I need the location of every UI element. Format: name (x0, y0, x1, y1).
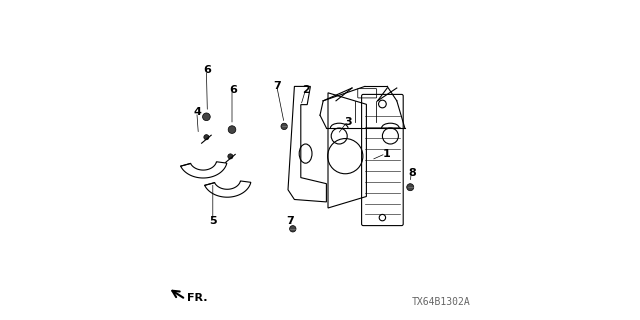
Text: 4: 4 (193, 107, 202, 117)
Circle shape (228, 154, 233, 159)
Circle shape (289, 226, 296, 232)
Text: 2: 2 (302, 84, 310, 95)
Text: 6: 6 (204, 65, 211, 76)
Circle shape (407, 184, 414, 191)
Text: 8: 8 (408, 168, 416, 178)
Text: FR.: FR. (187, 292, 208, 303)
Circle shape (281, 123, 287, 130)
Circle shape (204, 135, 209, 140)
Text: 6: 6 (229, 84, 237, 95)
Text: 7: 7 (287, 216, 294, 226)
Circle shape (228, 126, 236, 133)
Circle shape (202, 113, 210, 121)
Text: TX64B1302A: TX64B1302A (412, 297, 470, 307)
Text: 5: 5 (210, 216, 217, 226)
Text: 7: 7 (274, 81, 282, 92)
Text: 1: 1 (383, 148, 390, 159)
Text: 3: 3 (344, 116, 351, 127)
